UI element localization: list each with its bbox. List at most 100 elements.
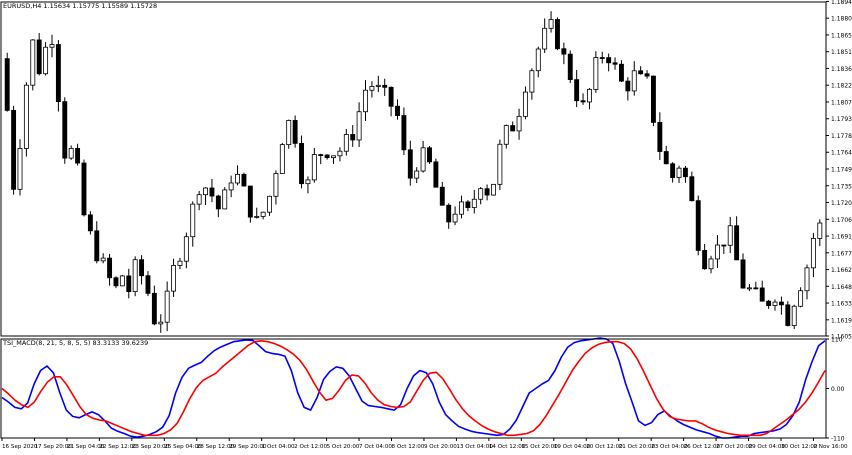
- bull-candle: [30, 39, 36, 86]
- bear-candle: [682, 167, 688, 178]
- price-tick-label: 1.18075: [831, 99, 852, 106]
- bull-candle: [420, 147, 426, 172]
- price-tick-label: 1.18220: [831, 83, 852, 90]
- bull-candle: [49, 44, 55, 48]
- time-tick-label: 20 Oct 12:00: [586, 444, 623, 450]
- bear-candle: [555, 19, 560, 50]
- bull-candle: [190, 203, 196, 238]
- time-tick-label: 2 Oct 12:00: [294, 444, 327, 450]
- price-tick-label: 1.18945: [831, 0, 852, 6]
- bear-candle: [785, 304, 791, 326]
- main-header: EURUSD,H4 1.15634 1.15775 1.15589 1.1572…: [3, 2, 157, 10]
- bear-candle: [55, 44, 61, 103]
- bear-candle: [670, 163, 676, 178]
- price-tick-label: 1.17640: [831, 150, 852, 157]
- price-tick-label: 1.18510: [831, 49, 852, 56]
- bull-candle: [478, 188, 484, 200]
- bull-candle: [727, 225, 733, 246]
- bear-candle: [87, 214, 93, 232]
- bear-candle: [740, 259, 746, 289]
- time-tick-label: 23 Oct 04:00: [651, 444, 688, 450]
- price-tick-label: 1.16625: [831, 267, 852, 274]
- price-tick-label: 1.17350: [831, 183, 852, 190]
- bull-candle: [535, 48, 541, 72]
- price-tick-label: 1.16335: [831, 301, 852, 308]
- bull-candle: [593, 57, 599, 90]
- bull-candle: [772, 301, 778, 306]
- bull-candle: [305, 179, 311, 185]
- bull-candle: [222, 189, 228, 210]
- bull-candle: [260, 211, 266, 217]
- indicator-tick-label: 110: [831, 337, 843, 344]
- bull-candle: [676, 167, 682, 178]
- price-tick-label: 1.17930: [831, 116, 852, 123]
- bear-candle: [75, 148, 81, 164]
- bear-candle: [510, 125, 516, 132]
- bull-candle: [542, 27, 548, 50]
- bull-candle: [804, 267, 810, 292]
- bear-candle: [247, 185, 253, 218]
- bull-candle: [714, 244, 720, 260]
- time-tick-label: 14 Oct 12:00: [489, 444, 526, 450]
- indicator-tick-label: 0.00: [831, 386, 845, 393]
- time-tick-label: 28 Sep 12:00: [197, 444, 235, 450]
- bull-candle: [273, 173, 279, 197]
- time-tick-label: 1 Oct 04:00: [262, 444, 295, 450]
- time-tick-label: 30 Oct 12:00: [781, 444, 818, 450]
- bear-candle: [11, 110, 17, 190]
- time-tick-label: 25 Sep 04:00: [164, 444, 202, 450]
- bear-candle: [638, 70, 644, 75]
- bull-candle: [363, 89, 368, 113]
- bear-candle: [81, 162, 87, 216]
- time-tick-label: 19 Oct 04:00: [554, 444, 591, 450]
- time-tick-label: 9 Oct 20:00: [424, 444, 457, 450]
- bull-candle: [375, 84, 381, 87]
- bear-candle: [650, 75, 656, 123]
- bear-candle: [241, 173, 247, 187]
- bear-candle: [721, 244, 727, 247]
- bull-candle: [631, 70, 637, 92]
- bear-candle: [4, 58, 10, 111]
- bull-candle: [471, 198, 477, 208]
- bear-candle: [695, 200, 701, 251]
- time-tick-label: 17 Sep 20:00: [34, 444, 72, 450]
- time-tick-label: 29 Oct 04:00: [749, 444, 786, 450]
- time-tick-label: 16 Sep 2020: [2, 444, 38, 450]
- bear-candle: [139, 259, 145, 277]
- bear-candle: [299, 142, 304, 185]
- bull-candle: [311, 154, 317, 181]
- bear-candle: [663, 151, 669, 165]
- bear-candle: [612, 62, 618, 65]
- signal-line: [1, 339, 826, 437]
- time-tick-label: 13 Oct 04:00: [456, 444, 493, 450]
- tsi-line: [1, 337, 826, 439]
- bear-candle: [567, 53, 573, 81]
- bull-candle: [369, 86, 375, 91]
- bear-candle: [382, 84, 388, 88]
- time-tick-label: 5 Oct 20:00: [327, 444, 360, 450]
- bull-candle: [286, 120, 292, 146]
- bear-candle: [209, 187, 215, 197]
- bear-candle: [215, 195, 221, 210]
- bear-candle: [292, 120, 298, 144]
- bull-candle: [17, 148, 23, 190]
- price-tick-label: 1.18365: [831, 66, 852, 73]
- bear-candle: [151, 292, 157, 325]
- bull-candle: [228, 182, 234, 191]
- bear-candle: [350, 134, 356, 141]
- price-tick-label: 1.17205: [831, 200, 852, 207]
- price-tick-label: 1.17495: [831, 167, 852, 174]
- time-tick-label: 29 Sep 20:00: [229, 444, 267, 450]
- bull-candle: [100, 257, 106, 262]
- bull-candle: [746, 287, 752, 290]
- bear-candle: [759, 287, 765, 302]
- price-tick-label: 1.16915: [831, 234, 852, 241]
- bull-candle: [497, 143, 503, 185]
- bull-candle: [171, 265, 177, 292]
- bull-candle: [503, 125, 509, 145]
- time-tick-label: 8 Oct 12:00: [391, 444, 424, 450]
- bear-candle: [401, 115, 407, 151]
